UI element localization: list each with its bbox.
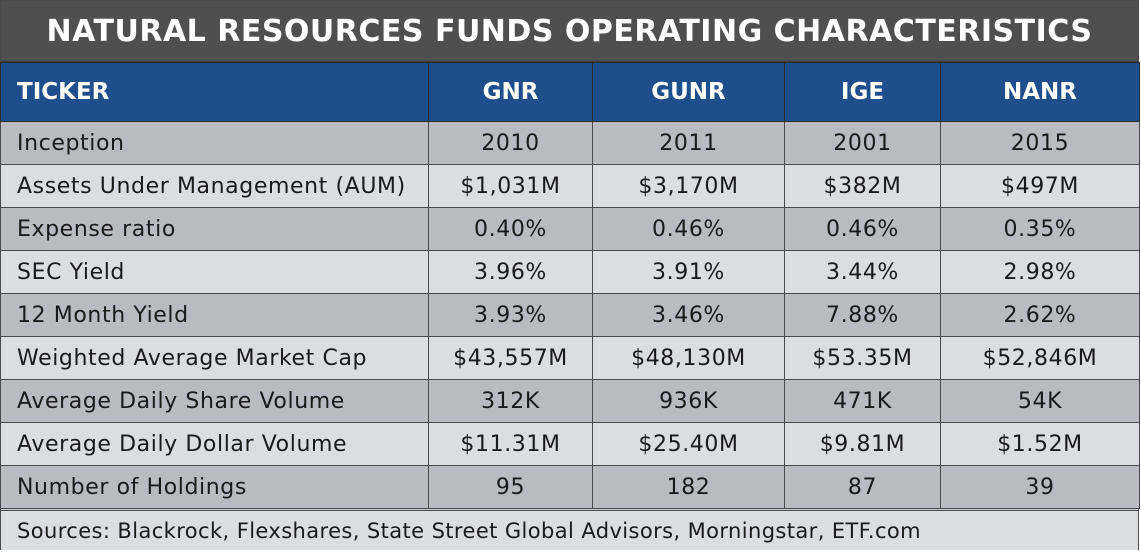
header-ige: IGE: [784, 62, 941, 122]
cell-value: $382M: [784, 164, 941, 208]
cell-value: 2010: [428, 121, 593, 165]
cell-value: 2001: [784, 121, 941, 165]
row-label: Number of Holdings: [0, 465, 429, 509]
table-row: Expense ratio 0.40% 0.46% 0.46% 0.35%: [0, 207, 1140, 251]
cell-value: $1.52M: [940, 422, 1140, 466]
cell-value: 182: [592, 465, 785, 509]
table-title: NATURAL RESOURCES FUNDS OPERATING CHARAC…: [1, 1, 1138, 63]
cell-value: 2.98%: [940, 250, 1140, 294]
cell-value: 7.88%: [784, 293, 941, 337]
cell-value: 0.40%: [428, 207, 593, 251]
cell-value: $25.40M: [592, 422, 785, 466]
row-label: Weighted Average Market Cap: [0, 336, 429, 380]
table-row: SEC Yield 3.96% 3.91% 3.44% 2.98%: [0, 250, 1140, 294]
row-label: Average Daily Dollar Volume: [0, 422, 429, 466]
header-gunr: GUNR: [592, 62, 785, 122]
table-row: Weighted Average Market Cap $43,557M $48…: [0, 336, 1140, 380]
row-label: Expense ratio: [0, 207, 429, 251]
table-row: 12 Month Yield 3.93% 3.46% 7.88% 2.62%: [0, 293, 1140, 337]
table-row: Assets Under Management (AUM) $1,031M $3…: [0, 164, 1140, 208]
row-label: Average Daily Share Volume: [0, 379, 429, 423]
header-nanr: NANR: [940, 62, 1140, 122]
cell-value: 3.44%: [784, 250, 941, 294]
cell-value: $43,557M: [428, 336, 593, 380]
cell-value: 312K: [428, 379, 593, 423]
row-label: Inception: [0, 121, 429, 165]
cell-value: 2011: [592, 121, 785, 165]
cell-value: $11.31M: [428, 422, 593, 466]
row-label: 12 Month Yield: [0, 293, 429, 337]
cell-value: 0.46%: [592, 207, 785, 251]
cell-value: 3.96%: [428, 250, 593, 294]
cell-value: 87: [784, 465, 941, 509]
cell-value: $9.81M: [784, 422, 941, 466]
cell-value: 54K: [940, 379, 1140, 423]
cell-value: 0.46%: [784, 207, 941, 251]
cell-value: 3.91%: [592, 250, 785, 294]
sources-note: Sources: Blackrock, Flexshares, State St…: [1, 510, 1138, 550]
table-row: Inception 2010 2011 2001 2015: [0, 121, 1140, 165]
table-row: Average Daily Share Volume 312K 936K 471…: [0, 379, 1140, 423]
cell-value: 95: [428, 465, 593, 509]
row-label: SEC Yield: [0, 250, 429, 294]
cell-value: 39: [940, 465, 1140, 509]
cell-value: 3.93%: [428, 293, 593, 337]
cell-value: $3,170M: [592, 164, 785, 208]
row-label: Assets Under Management (AUM): [0, 164, 429, 208]
cell-value: $1,031M: [428, 164, 593, 208]
cell-value: $497M: [940, 164, 1140, 208]
cell-value: $48,130M: [592, 336, 785, 380]
cell-value: 471K: [784, 379, 941, 423]
table-row: Number of Holdings 95 182 87 39: [0, 465, 1140, 509]
cell-value: 2015: [940, 121, 1140, 165]
cell-value: $52,846M: [940, 336, 1140, 380]
fund-characteristics-table: TICKER GNR GUNR IGE NANR Inception 2010 …: [0, 62, 1140, 509]
cell-value: 936K: [592, 379, 785, 423]
header-gnr: GNR: [428, 62, 593, 122]
cell-value: 2.62%: [940, 293, 1140, 337]
header-row: TICKER GNR GUNR IGE NANR: [0, 62, 1140, 122]
header-ticker: TICKER: [0, 62, 429, 122]
cell-value: 0.35%: [940, 207, 1140, 251]
table-row: Average Daily Dollar Volume $11.31M $25.…: [0, 422, 1140, 466]
cell-value: $53.35M: [784, 336, 941, 380]
cell-value: 3.46%: [592, 293, 785, 337]
